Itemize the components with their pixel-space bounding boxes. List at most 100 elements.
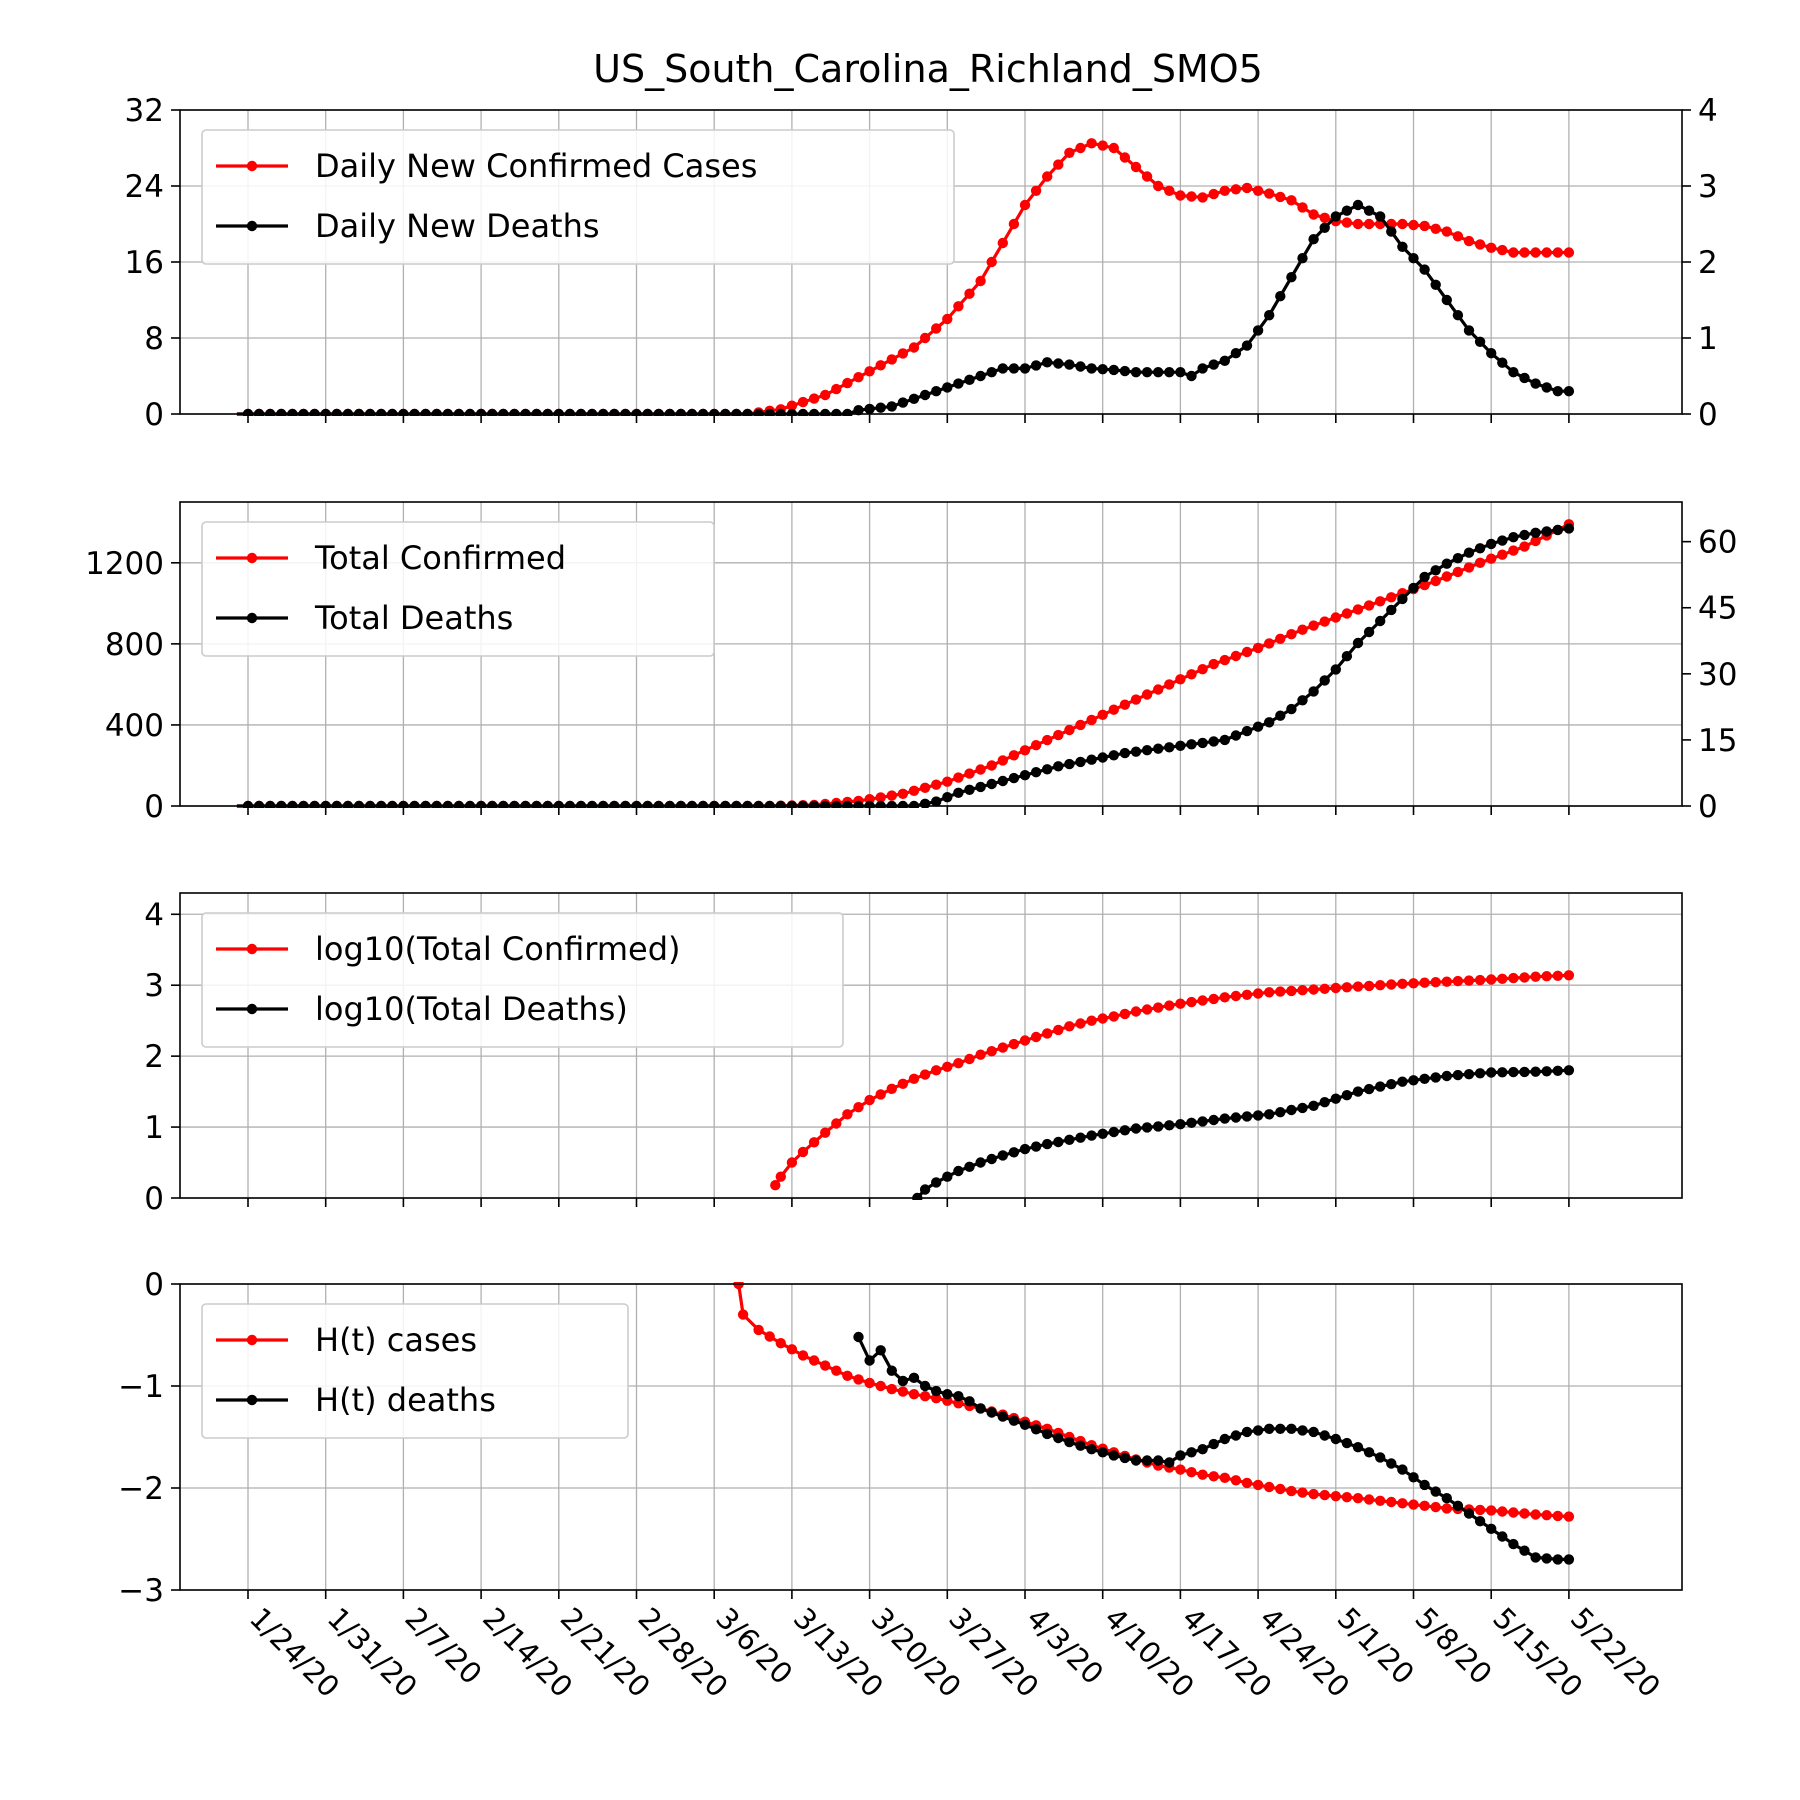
legend-marker bbox=[246, 1003, 258, 1015]
data-point bbox=[1008, 1038, 1020, 1050]
data-point bbox=[1208, 1114, 1219, 1126]
data-point bbox=[1497, 1506, 1508, 1517]
data-point bbox=[1363, 218, 1375, 230]
y2-tick-label: 4 bbox=[1698, 93, 1718, 129]
data-point bbox=[1075, 1440, 1086, 1451]
data-point bbox=[1319, 222, 1330, 233]
data-point bbox=[997, 237, 1008, 249]
data-point bbox=[1341, 982, 1353, 993]
data-point bbox=[1463, 325, 1475, 336]
data-point bbox=[1508, 1066, 1519, 1078]
data-point bbox=[1064, 1436, 1075, 1448]
data-point bbox=[1352, 637, 1364, 649]
data-point bbox=[1419, 264, 1430, 275]
data-point bbox=[1352, 604, 1364, 615]
data-point bbox=[1008, 363, 1020, 374]
legend-box bbox=[201, 912, 844, 1048]
y-tick-label: 32 bbox=[125, 93, 164, 129]
data-point bbox=[919, 1069, 931, 1080]
data-point bbox=[1219, 1472, 1231, 1484]
data-point bbox=[1141, 689, 1153, 700]
data-point bbox=[1286, 1485, 1297, 1497]
data-point bbox=[1297, 695, 1308, 706]
data-point bbox=[942, 1061, 953, 1073]
data-point bbox=[1563, 970, 1575, 981]
legend-box bbox=[201, 1303, 629, 1439]
y2-tick-label: 1 bbox=[1698, 321, 1718, 357]
data-point bbox=[1241, 182, 1253, 194]
data-point bbox=[1530, 1552, 1541, 1563]
data-point bbox=[1075, 1132, 1086, 1143]
data-point bbox=[1463, 1508, 1475, 1519]
data-point bbox=[1508, 367, 1519, 378]
y2-tick-label: 30 bbox=[1698, 657, 1737, 693]
data-point bbox=[886, 790, 897, 801]
y-tick-label: 1 bbox=[144, 1110, 164, 1146]
data-point bbox=[1208, 188, 1219, 200]
data-point bbox=[1541, 1510, 1552, 1521]
data-point bbox=[831, 1365, 842, 1376]
data-point bbox=[842, 1370, 853, 1382]
data-point bbox=[953, 787, 964, 798]
data-point bbox=[1064, 1134, 1075, 1146]
data-point bbox=[1530, 527, 1541, 538]
data-point bbox=[942, 1171, 953, 1182]
data-point bbox=[775, 1338, 786, 1349]
data-point bbox=[1363, 1494, 1375, 1505]
data-point bbox=[1452, 1069, 1464, 1081]
data-point bbox=[1097, 1128, 1108, 1140]
data-point bbox=[897, 397, 909, 408]
data-point bbox=[1086, 714, 1097, 726]
data-point bbox=[1186, 996, 1197, 1008]
data-point bbox=[1308, 984, 1319, 995]
data-point bbox=[1286, 985, 1297, 997]
data-point bbox=[864, 1094, 875, 1106]
data-point bbox=[1119, 365, 1131, 377]
data-point bbox=[1019, 199, 1031, 211]
data-point bbox=[1275, 633, 1286, 644]
data-point bbox=[853, 1102, 864, 1113]
legend-box bbox=[201, 129, 955, 265]
data-point bbox=[1230, 348, 1242, 359]
data-point bbox=[1375, 1495, 1386, 1507]
data-point bbox=[1164, 679, 1175, 690]
data-point bbox=[1341, 205, 1353, 216]
data-point bbox=[1363, 205, 1375, 216]
data-point bbox=[820, 389, 831, 401]
data-point bbox=[1530, 1066, 1541, 1077]
data-point bbox=[1552, 247, 1564, 258]
data-point bbox=[1363, 1083, 1375, 1095]
data-point bbox=[1053, 1432, 1064, 1444]
data-point bbox=[1519, 247, 1530, 258]
y2-tick-label: 3 bbox=[1698, 169, 1718, 205]
data-point bbox=[908, 1389, 920, 1400]
data-point bbox=[1075, 756, 1086, 768]
data-point bbox=[964, 784, 975, 795]
data-point bbox=[1186, 1467, 1197, 1478]
data-point bbox=[1241, 725, 1253, 737]
data-point bbox=[875, 360, 886, 371]
data-point bbox=[1197, 363, 1208, 374]
data-point bbox=[1486, 1067, 1497, 1078]
data-point bbox=[1252, 185, 1264, 196]
data-point bbox=[1097, 1447, 1108, 1458]
data-point bbox=[1119, 1125, 1131, 1136]
data-point bbox=[953, 772, 964, 783]
data-point bbox=[1486, 553, 1497, 564]
data-point bbox=[1141, 1455, 1153, 1466]
legend-box bbox=[201, 521, 715, 657]
data-point bbox=[1208, 736, 1219, 747]
data-point bbox=[808, 1137, 820, 1148]
data-point bbox=[1474, 1504, 1486, 1516]
data-point bbox=[1408, 1075, 1419, 1086]
data-point bbox=[1497, 244, 1508, 256]
data-point bbox=[931, 1385, 942, 1397]
data-point bbox=[953, 301, 964, 312]
data-point bbox=[1319, 1489, 1330, 1501]
data-point bbox=[1486, 242, 1497, 253]
data-point bbox=[1397, 1464, 1408, 1475]
data-point bbox=[1252, 988, 1264, 999]
data-point bbox=[808, 393, 820, 404]
data-point bbox=[1441, 1493, 1453, 1504]
data-point bbox=[1341, 608, 1353, 619]
